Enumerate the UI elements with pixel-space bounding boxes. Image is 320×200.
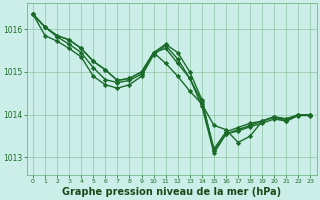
X-axis label: Graphe pression niveau de la mer (hPa): Graphe pression niveau de la mer (hPa) (62, 187, 281, 197)
